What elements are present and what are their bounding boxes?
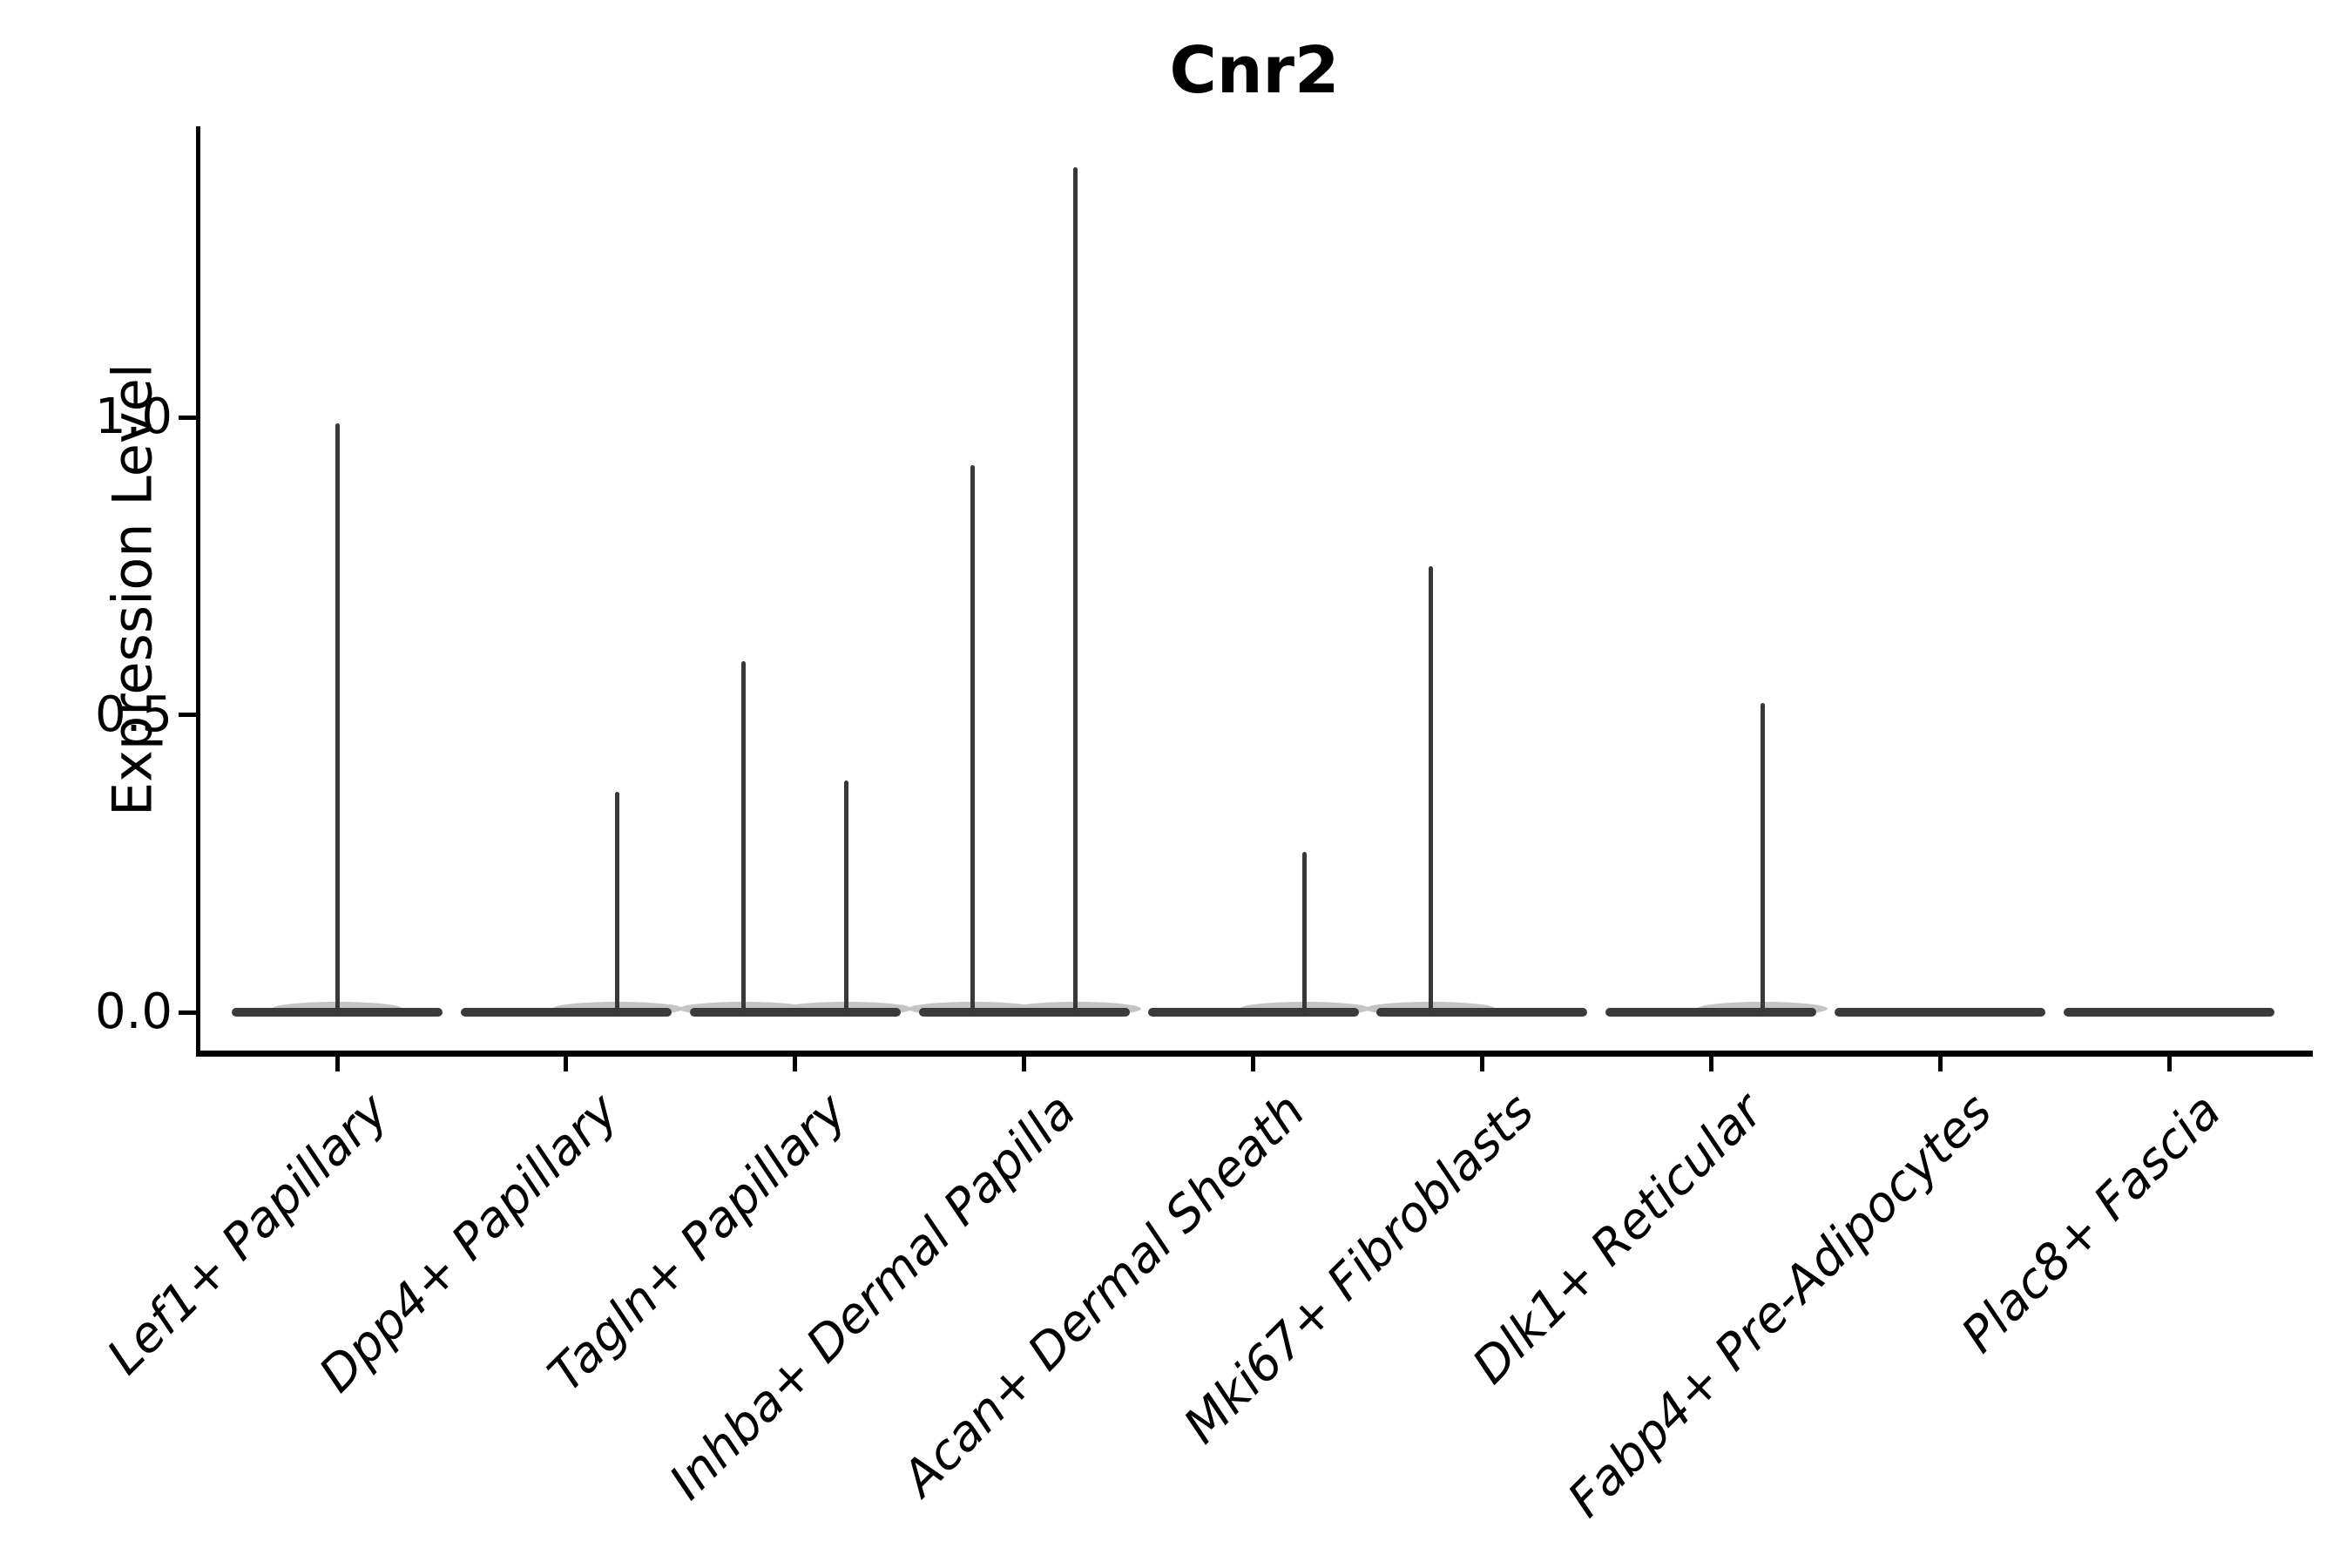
y-tick-label: 0.5	[94, 686, 172, 743]
x-axis-tick	[2166, 1057, 2172, 1071]
x-axis-tick	[1937, 1057, 1943, 1071]
y-axis-tick	[179, 1010, 197, 1015]
y-tick-label: 0.0	[94, 983, 172, 1040]
x-axis-line	[196, 1051, 2313, 1057]
violin-max-spike	[970, 465, 976, 1015]
violin-max-spike	[1073, 167, 1078, 1015]
y-axis-line	[196, 126, 200, 1056]
x-axis-tick	[335, 1057, 340, 1071]
violin-body	[1147, 1008, 1359, 1017]
x-tick-label: Fabp4+ Pre-Adipocytes	[1557, 1083, 2004, 1529]
violin-body	[918, 1008, 1130, 1017]
x-axis-tick	[1251, 1057, 1255, 1071]
violin-max-spike	[844, 781, 849, 1015]
violin-max-spike	[1302, 852, 1307, 1015]
violin-max-spike	[335, 423, 340, 1015]
violin-body	[2064, 1008, 2274, 1017]
x-axis-tick	[793, 1057, 798, 1071]
violin-body	[1376, 1008, 1588, 1017]
y-axis-tick	[179, 713, 197, 717]
x-axis-tick	[1479, 1057, 1484, 1071]
violin-body	[689, 1008, 901, 1017]
x-tick-label: Inhba+ Dermal Papilla	[659, 1083, 1087, 1511]
violin-max-spike	[1428, 566, 1433, 1015]
violin-body	[1835, 1008, 2046, 1017]
violin-max-spike	[615, 792, 620, 1015]
x-axis-tick	[1708, 1057, 1713, 1071]
x-axis-tick	[564, 1057, 569, 1071]
x-tick-label: Acan+ Dermal Sheath	[891, 1083, 1316, 1507]
y-tick-label: 1.0	[94, 389, 172, 445]
violin-max-spike	[741, 661, 747, 1015]
violin-max-spike	[1760, 703, 1765, 1015]
x-axis-tick	[1022, 1057, 1027, 1071]
chart-title: Cnr2	[1169, 33, 1340, 108]
violin-body	[460, 1008, 672, 1017]
y-axis-tick	[179, 415, 197, 420]
violin-body	[1605, 1008, 1817, 1017]
